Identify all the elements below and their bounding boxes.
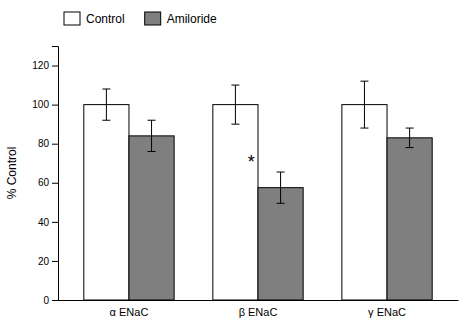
error-bar — [406, 128, 414, 148]
y-tick-label: 20 — [38, 256, 50, 267]
y-tick-label: 40 — [38, 217, 50, 228]
legend-label: Amiloride — [167, 12, 217, 26]
y-tick: 100 — [32, 99, 58, 110]
x-axis: α ENaC β ENaC γ ENaC — [59, 301, 459, 318]
legend: Control Amiloride — [64, 12, 217, 26]
y-tick: 20 — [38, 256, 58, 267]
marks — [84, 81, 432, 300]
error-bar — [231, 85, 239, 124]
legend-swatch — [64, 12, 80, 25]
y-tick: 80 — [38, 138, 58, 149]
y-tick: 120 — [32, 60, 58, 71]
y-tick-mark — [52, 222, 58, 223]
y-tick: 40 — [38, 217, 58, 228]
x-tick-label: β ENaC — [239, 306, 278, 318]
y-tick-label: 120 — [32, 60, 49, 71]
bar — [129, 136, 174, 300]
error-bar — [102, 89, 110, 120]
x-tick: β ENaC — [239, 306, 278, 318]
bar — [84, 105, 129, 300]
y-tick-label: 0 — [43, 295, 49, 306]
y-tick-mark — [52, 144, 58, 145]
y-tick: 0 — [43, 295, 58, 306]
y-axis-line — [52, 47, 59, 301]
bar — [387, 138, 432, 300]
y-tick-label: 60 — [38, 177, 50, 188]
series — [129, 120, 432, 300]
series — [84, 81, 387, 300]
bar — [342, 105, 387, 300]
chart: 0 20 40 60 80 100 120 α ENaC β ENaC γ ENaC % Contr… — [0, 0, 474, 334]
x-tick: α ENaC — [110, 306, 149, 318]
y-tick-mark — [52, 105, 58, 106]
x-tick-label: α ENaC — [110, 306, 149, 318]
y-tick-mark — [52, 183, 58, 184]
x-tick-label: γ ENaC — [368, 306, 406, 318]
y-axis-title: % Control — [5, 147, 19, 200]
annotation: * — [248, 152, 255, 172]
y-axis: 0 20 40 60 80 100 120 — [32, 47, 58, 306]
legend-swatch — [145, 12, 161, 25]
legend-item: Amiloride — [145, 12, 217, 26]
x-tick: γ ENaC — [368, 306, 406, 318]
error-bar — [360, 81, 368, 128]
y-tick-mark — [52, 261, 58, 262]
legend-label: Control — [86, 12, 125, 26]
legend-item: Control — [64, 12, 125, 26]
y-tick-mark — [52, 66, 58, 67]
bar — [213, 105, 258, 300]
y-tick-label: 100 — [32, 99, 49, 110]
error-bar — [148, 120, 156, 151]
plot: 0 20 40 60 80 100 120 α ENaC β ENaC γ ENaC % Contr… — [5, 47, 459, 318]
x-axis-line — [59, 300, 459, 301]
y-tick: 60 — [38, 177, 58, 188]
bar — [258, 188, 303, 300]
error-bar — [277, 172, 285, 203]
y-tick-mark — [52, 300, 58, 301]
y-tick-label: 80 — [38, 138, 50, 149]
